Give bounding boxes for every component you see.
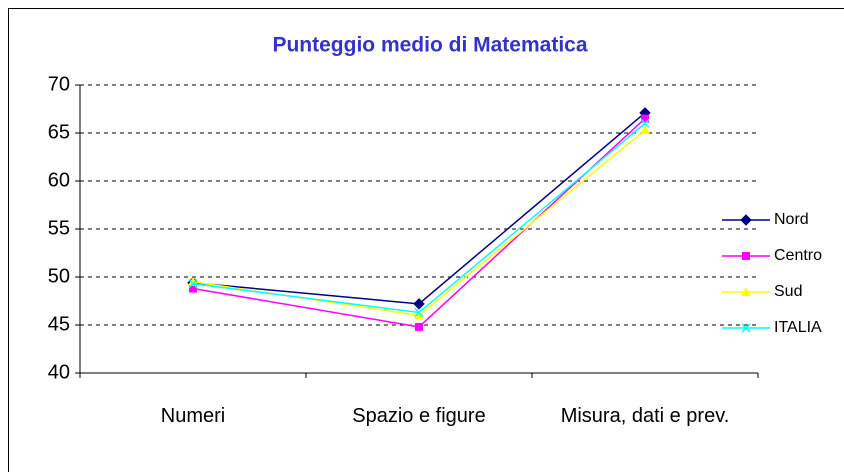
marker: [740, 214, 752, 226]
x-tick-label: Spazio e figure: [352, 405, 486, 427]
y-tick-label: 50: [48, 265, 70, 287]
y-tick-label: 65: [48, 121, 70, 143]
marker: [413, 298, 425, 310]
x-tick-label: Misura, dati e prev.: [560, 405, 730, 427]
marker: [414, 307, 424, 318]
marker: [414, 310, 424, 320]
legend-label: Sud: [774, 283, 802, 300]
marker: [742, 252, 750, 260]
y-tick-label: 45: [48, 313, 70, 335]
y-tick-label: 70: [48, 73, 70, 95]
y-tick-label: 40: [48, 361, 70, 383]
marker: [741, 287, 751, 296]
marker: [415, 322, 423, 331]
chart-title: Punteggio medio di Matematica: [272, 34, 587, 57]
marker: [741, 323, 751, 333]
chart-border: [8, 8, 844, 472]
legend-label: Centro: [774, 247, 822, 264]
y-tick-label: 60: [48, 169, 70, 191]
legend-label: Nord: [774, 211, 809, 228]
marker: [189, 284, 197, 293]
marker: [641, 114, 649, 123]
marker: [640, 125, 650, 135]
marker: [640, 118, 650, 128]
x-tick-label: Numeri: [160, 405, 226, 427]
marker: [188, 279, 198, 289]
y-tick-label: 55: [48, 217, 70, 239]
legend-label: ITALIA: [774, 319, 822, 336]
